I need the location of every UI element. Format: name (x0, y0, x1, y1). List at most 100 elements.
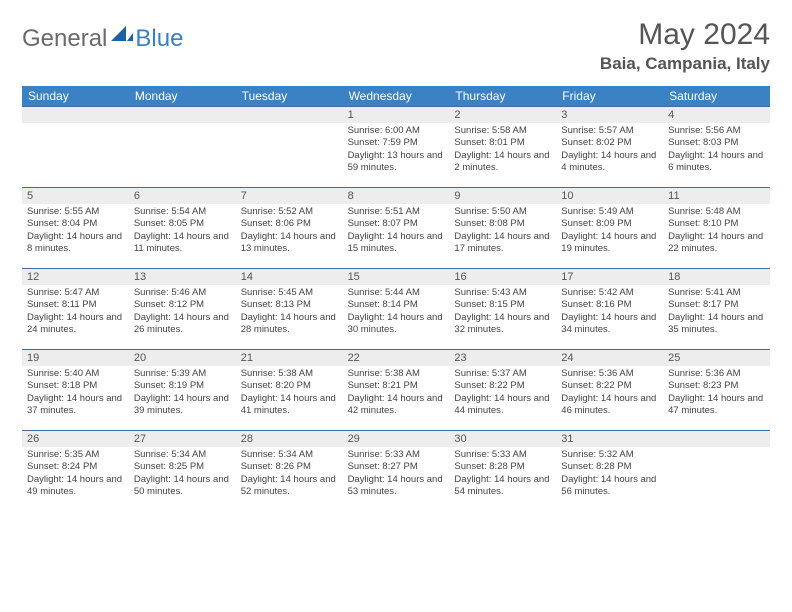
daylight-line: Daylight: 14 hours and 37 minutes. (27, 393, 124, 418)
calendar-cell: 15Sunrise: 5:44 AMSunset: 8:14 PMDayligh… (343, 269, 450, 349)
day-number: 9 (449, 188, 556, 204)
day-number: 27 (129, 431, 236, 447)
weekday-label: Thursday (449, 86, 556, 106)
sunset-line: Sunset: 8:10 PM (668, 218, 765, 230)
day-details: Sunrise: 5:57 AMSunset: 8:02 PMDaylight:… (556, 123, 663, 178)
sunrise-line: Sunrise: 5:52 AM (241, 206, 338, 218)
calendar-week: 26Sunrise: 5:35 AMSunset: 8:24 PMDayligh… (22, 430, 770, 511)
daylight-line: Daylight: 14 hours and 46 minutes. (561, 393, 658, 418)
daylight-line: Daylight: 13 hours and 59 minutes. (348, 150, 445, 175)
calendar-cell: 20Sunrise: 5:39 AMSunset: 8:19 PMDayligh… (129, 350, 236, 430)
day-number (663, 431, 770, 447)
sunset-line: Sunset: 8:12 PM (134, 299, 231, 311)
daylight-line: Daylight: 14 hours and 19 minutes. (561, 231, 658, 256)
day-number: 21 (236, 350, 343, 366)
sunrise-line: Sunrise: 5:34 AM (241, 449, 338, 461)
calendar-cell: 25Sunrise: 5:36 AMSunset: 8:23 PMDayligh… (663, 350, 770, 430)
day-number: 2 (449, 107, 556, 123)
daylight-line: Daylight: 14 hours and 41 minutes. (241, 393, 338, 418)
calendar-body: 1Sunrise: 6:00 AMSunset: 7:59 PMDaylight… (22, 106, 770, 511)
day-details: Sunrise: 5:49 AMSunset: 8:09 PMDaylight:… (556, 204, 663, 259)
day-details: Sunrise: 5:45 AMSunset: 8:13 PMDaylight:… (236, 285, 343, 340)
day-number: 14 (236, 269, 343, 285)
calendar-cell: 2Sunrise: 5:58 AMSunset: 8:01 PMDaylight… (449, 107, 556, 187)
calendar-week: 19Sunrise: 5:40 AMSunset: 8:18 PMDayligh… (22, 349, 770, 430)
day-details: Sunrise: 5:46 AMSunset: 8:12 PMDaylight:… (129, 285, 236, 340)
sunset-line: Sunset: 8:22 PM (561, 380, 658, 392)
calendar-cell: 13Sunrise: 5:46 AMSunset: 8:12 PMDayligh… (129, 269, 236, 349)
day-details: Sunrise: 5:40 AMSunset: 8:18 PMDaylight:… (22, 366, 129, 421)
day-number (129, 107, 236, 123)
day-details: Sunrise: 5:47 AMSunset: 8:11 PMDaylight:… (22, 285, 129, 340)
weekday-header-row: SundayMondayTuesdayWednesdayThursdayFrid… (22, 86, 770, 106)
daylight-line: Daylight: 14 hours and 26 minutes. (134, 312, 231, 337)
calendar-cell: 11Sunrise: 5:48 AMSunset: 8:10 PMDayligh… (663, 188, 770, 268)
sunrise-line: Sunrise: 5:51 AM (348, 206, 445, 218)
day-details: Sunrise: 5:34 AMSunset: 8:25 PMDaylight:… (129, 447, 236, 502)
sunset-line: Sunset: 8:24 PM (27, 461, 124, 473)
day-number: 15 (343, 269, 450, 285)
day-details: Sunrise: 5:39 AMSunset: 8:19 PMDaylight:… (129, 366, 236, 421)
sunrise-line: Sunrise: 5:58 AM (454, 125, 551, 137)
day-details: Sunrise: 5:34 AMSunset: 8:26 PMDaylight:… (236, 447, 343, 502)
sunset-line: Sunset: 8:08 PM (454, 218, 551, 230)
sunset-line: Sunset: 8:02 PM (561, 137, 658, 149)
daylight-line: Daylight: 14 hours and 42 minutes. (348, 393, 445, 418)
sunset-line: Sunset: 8:21 PM (348, 380, 445, 392)
sunrise-line: Sunrise: 5:48 AM (668, 206, 765, 218)
daylight-line: Daylight: 14 hours and 13 minutes. (241, 231, 338, 256)
day-details: Sunrise: 5:56 AMSunset: 8:03 PMDaylight:… (663, 123, 770, 178)
calendar: SundayMondayTuesdayWednesdayThursdayFrid… (22, 86, 770, 511)
day-details: Sunrise: 5:38 AMSunset: 8:20 PMDaylight:… (236, 366, 343, 421)
day-number: 8 (343, 188, 450, 204)
day-number: 12 (22, 269, 129, 285)
day-details: Sunrise: 5:55 AMSunset: 8:04 PMDaylight:… (22, 204, 129, 259)
daylight-line: Daylight: 14 hours and 11 minutes. (134, 231, 231, 256)
sunrise-line: Sunrise: 5:54 AM (134, 206, 231, 218)
sunrise-line: Sunrise: 5:33 AM (454, 449, 551, 461)
logo-sail-icon (111, 24, 133, 47)
day-number: 23 (449, 350, 556, 366)
weekday-label: Friday (556, 86, 663, 106)
calendar-cell (663, 431, 770, 511)
calendar-cell: 17Sunrise: 5:42 AMSunset: 8:16 PMDayligh… (556, 269, 663, 349)
day-details: Sunrise: 5:36 AMSunset: 8:23 PMDaylight:… (663, 366, 770, 421)
day-number: 18 (663, 269, 770, 285)
calendar-cell: 23Sunrise: 5:37 AMSunset: 8:22 PMDayligh… (449, 350, 556, 430)
calendar-week: 1Sunrise: 6:00 AMSunset: 7:59 PMDaylight… (22, 107, 770, 187)
daylight-line: Daylight: 14 hours and 34 minutes. (561, 312, 658, 337)
day-details: Sunrise: 5:43 AMSunset: 8:15 PMDaylight:… (449, 285, 556, 340)
day-number: 17 (556, 269, 663, 285)
daylight-line: Daylight: 14 hours and 2 minutes. (454, 150, 551, 175)
sunrise-line: Sunrise: 5:57 AM (561, 125, 658, 137)
sunrise-line: Sunrise: 6:00 AM (348, 125, 445, 137)
day-number: 20 (129, 350, 236, 366)
daylight-line: Daylight: 14 hours and 17 minutes. (454, 231, 551, 256)
sunset-line: Sunset: 8:11 PM (27, 299, 124, 311)
calendar-cell (129, 107, 236, 187)
weekday-label: Monday (129, 86, 236, 106)
day-details: Sunrise: 5:58 AMSunset: 8:01 PMDaylight:… (449, 123, 556, 178)
daylight-line: Daylight: 14 hours and 4 minutes. (561, 150, 658, 175)
calendar-cell: 26Sunrise: 5:35 AMSunset: 8:24 PMDayligh… (22, 431, 129, 511)
day-number: 4 (663, 107, 770, 123)
calendar-cell (22, 107, 129, 187)
logo: General Blue (22, 24, 183, 53)
header: General Blue May 2024 Baia, Campania, It… (22, 18, 770, 74)
sunset-line: Sunset: 8:27 PM (348, 461, 445, 473)
calendar-cell: 30Sunrise: 5:33 AMSunset: 8:28 PMDayligh… (449, 431, 556, 511)
day-number: 13 (129, 269, 236, 285)
calendar-cell: 5Sunrise: 5:55 AMSunset: 8:04 PMDaylight… (22, 188, 129, 268)
daylight-line: Daylight: 14 hours and 8 minutes. (27, 231, 124, 256)
calendar-cell: 8Sunrise: 5:51 AMSunset: 8:07 PMDaylight… (343, 188, 450, 268)
calendar-cell: 12Sunrise: 5:47 AMSunset: 8:11 PMDayligh… (22, 269, 129, 349)
calendar-cell: 9Sunrise: 5:50 AMSunset: 8:08 PMDaylight… (449, 188, 556, 268)
sunrise-line: Sunrise: 5:46 AM (134, 287, 231, 299)
sunrise-line: Sunrise: 5:47 AM (27, 287, 124, 299)
day-number: 10 (556, 188, 663, 204)
daylight-line: Daylight: 14 hours and 24 minutes. (27, 312, 124, 337)
sunrise-line: Sunrise: 5:36 AM (668, 368, 765, 380)
calendar-cell: 7Sunrise: 5:52 AMSunset: 8:06 PMDaylight… (236, 188, 343, 268)
sunset-line: Sunset: 8:25 PM (134, 461, 231, 473)
sunrise-line: Sunrise: 5:38 AM (241, 368, 338, 380)
